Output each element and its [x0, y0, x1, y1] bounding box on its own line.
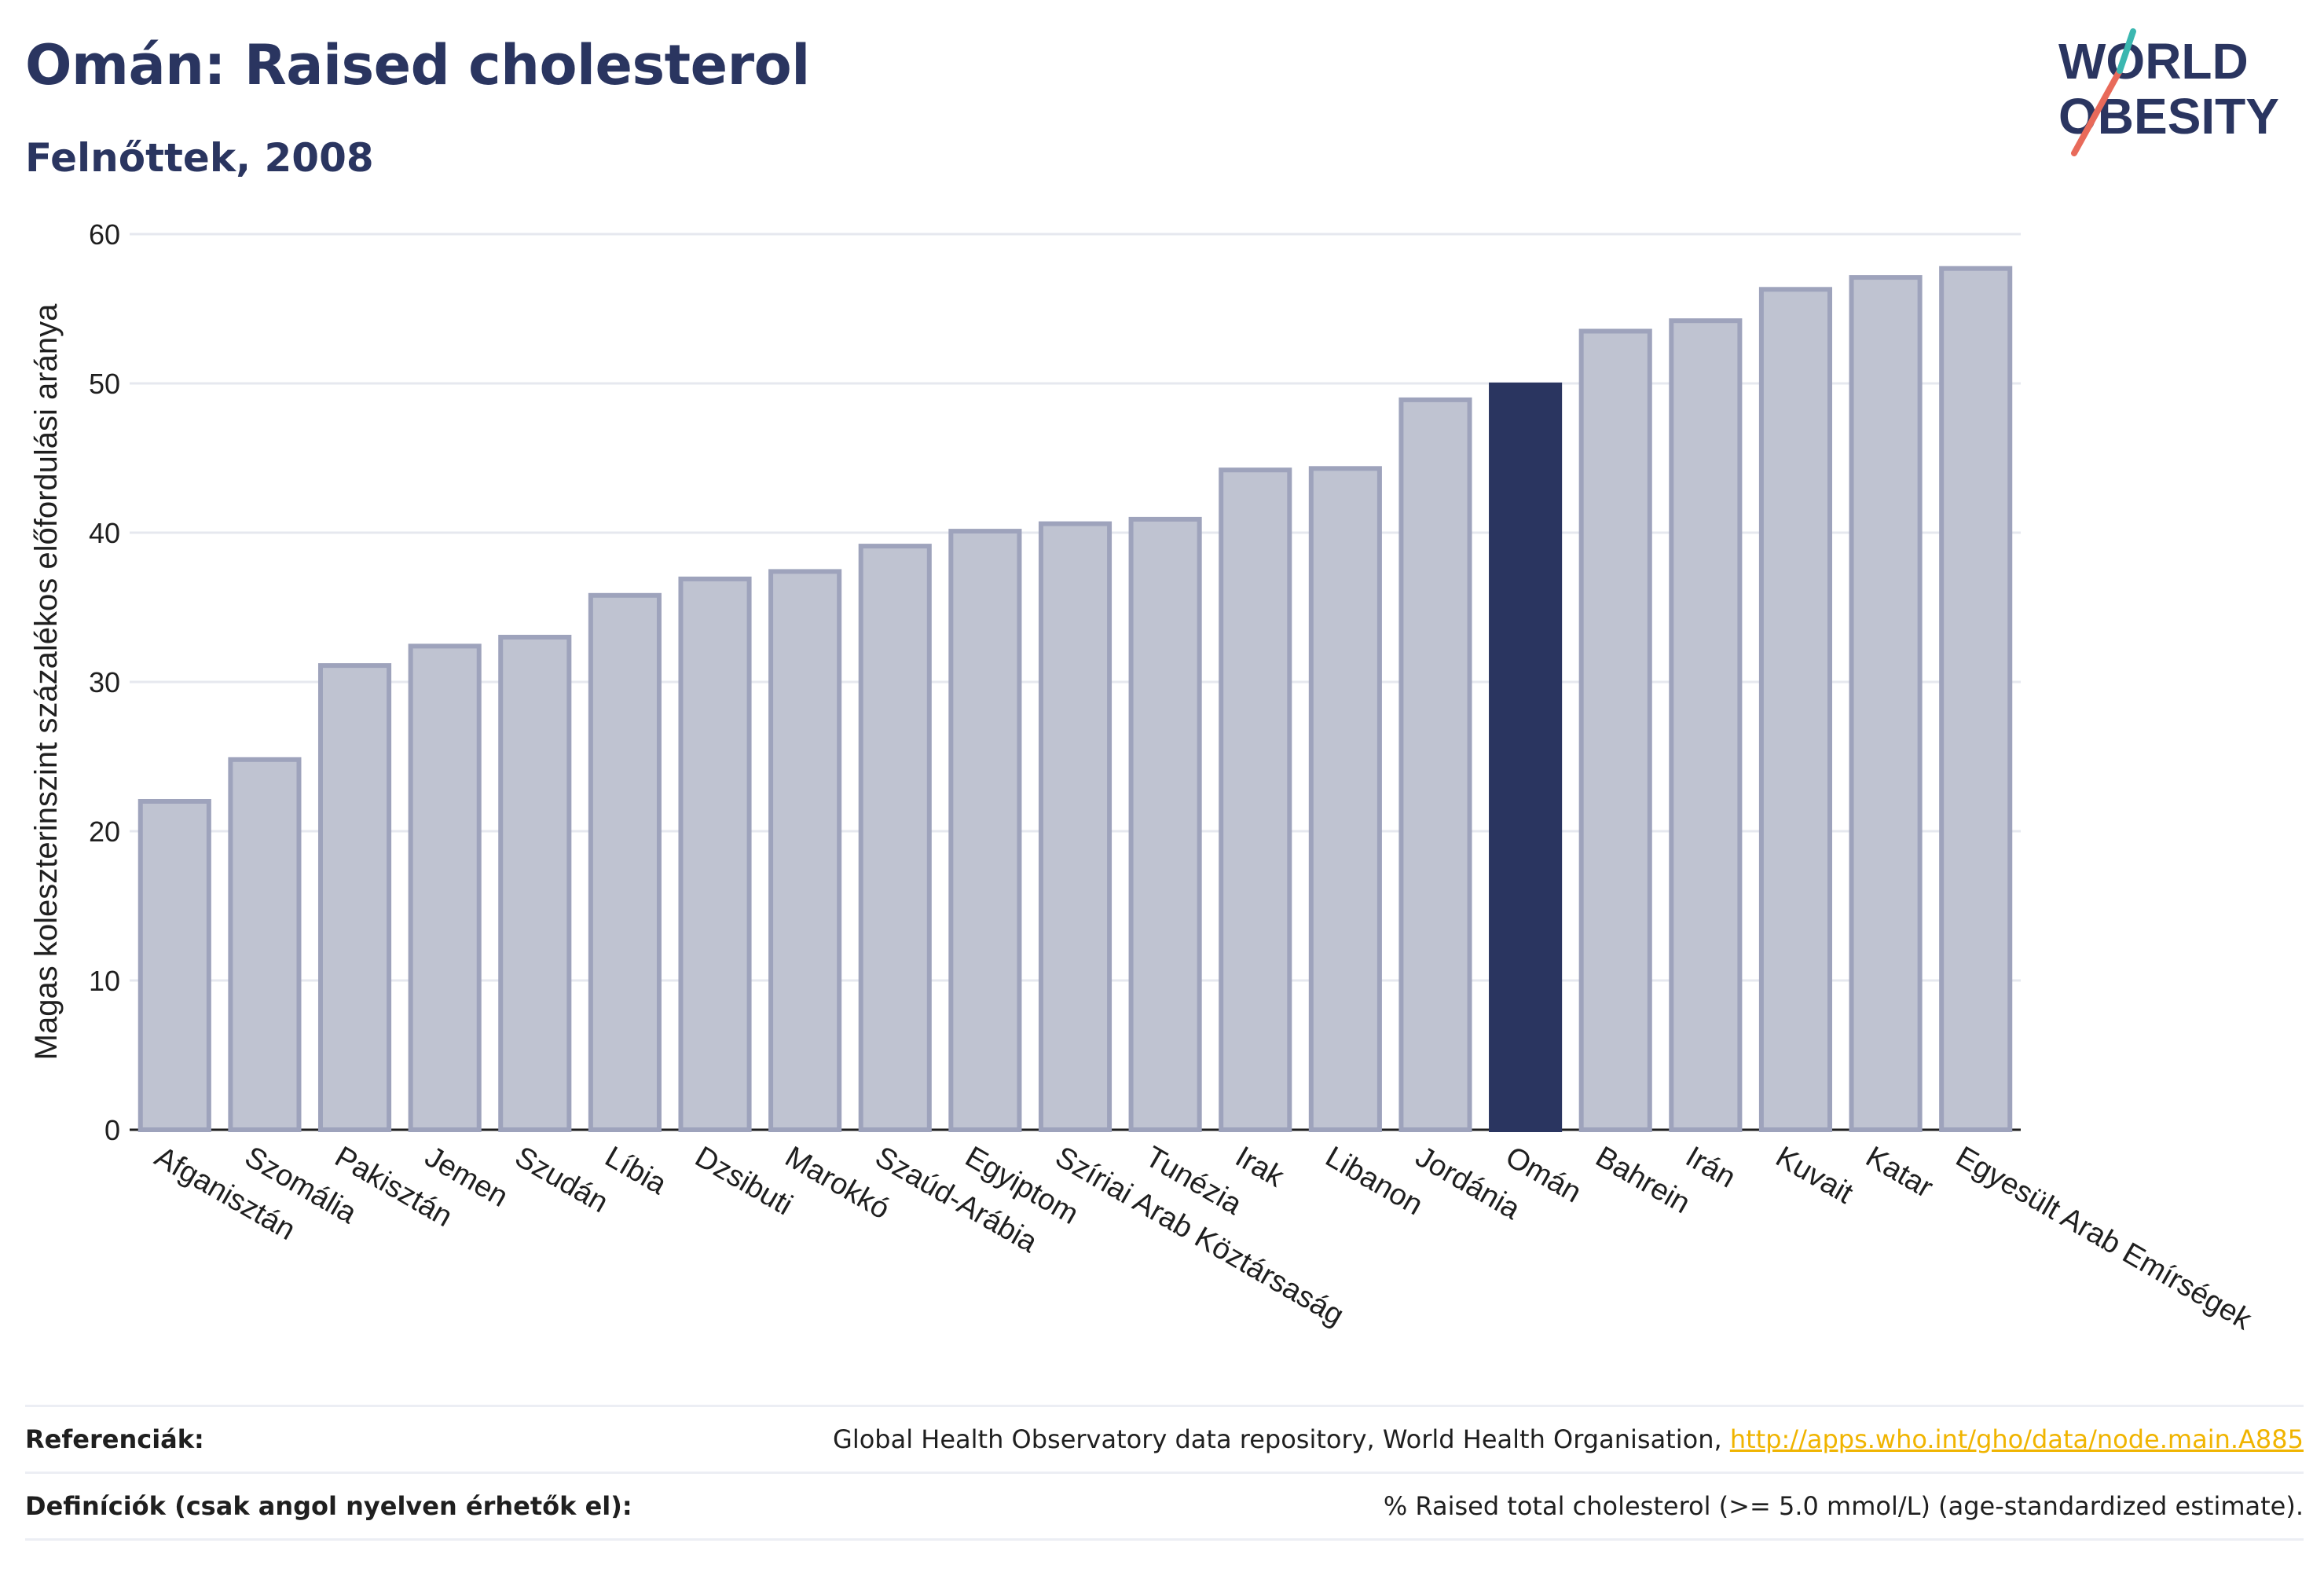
definitions-label: Definíciók (csak angol nyelven érhetők e…	[25, 1491, 632, 1521]
x-tick-label: Katar	[1860, 1140, 1939, 1204]
bars	[137, 266, 2013, 1133]
world-obesity-logo: WORLD OBESITY	[2058, 28, 2279, 156]
bar-19	[1849, 275, 1923, 1133]
bar-0	[137, 799, 211, 1132]
x-tick-label: Irak	[1230, 1140, 1290, 1194]
bar-10	[1038, 521, 1113, 1132]
bar-9	[948, 529, 1022, 1132]
bar-2	[317, 663, 392, 1132]
definition-row: Definíciók (csak angol nyelven érhetők e…	[25, 1472, 2304, 1541]
page-title: Omán: Raised cholesterol	[25, 33, 810, 97]
page-subtitle: Felnőttek, 2008	[25, 135, 374, 181]
x-tick-label: Libanon	[1320, 1140, 1428, 1222]
y-tick-labels: 0 10 20 30 40 50 60	[89, 218, 120, 1146]
bar-18	[1758, 287, 1833, 1132]
bar-5	[588, 592, 662, 1132]
svg-text:WORLD: WORLD	[2058, 33, 2249, 90]
x-tick-label: Szudán	[509, 1140, 614, 1219]
bar-20	[1939, 266, 2013, 1133]
x-tick-label: Dzsibuti	[690, 1140, 798, 1222]
bar-1	[228, 757, 302, 1132]
y-tick-label: 30	[89, 666, 120, 698]
bar-15	[1489, 382, 1563, 1132]
x-tick-label: Irán	[1680, 1140, 1741, 1194]
bar-8	[858, 544, 932, 1132]
x-tick-label: Kuvait	[1770, 1140, 1859, 1210]
y-tick-label: 40	[89, 517, 120, 549]
references-text: Global Health Observatory data repositor…	[833, 1424, 1730, 1454]
y-tick-label: 50	[89, 368, 120, 400]
x-tick-label: Bahrein	[1590, 1140, 1695, 1220]
bar-16	[1578, 328, 1652, 1132]
references-value: Global Health Observatory data repositor…	[833, 1424, 2304, 1454]
definitions-text: % Raised total cholesterol (>= 5.0 mmol/…	[1383, 1491, 2304, 1521]
bar-4	[498, 635, 572, 1132]
reference-row: Referenciák: Global Health Observatory d…	[25, 1405, 2304, 1472]
x-tick-labels: AfganisztánSzomáliaPakisztánJemenSzudánL…	[149, 1140, 2258, 1336]
references-label: Referenciák:	[25, 1424, 204, 1454]
bar-11	[1128, 516, 1202, 1132]
references-table: Referenciák: Global Health Observatory d…	[25, 1405, 2304, 1541]
y-tick-label: 0	[104, 1114, 120, 1146]
bar-14	[1398, 397, 1472, 1132]
bar-chart: 0 10 20 30 40 50 60 AfganisztánSzomáliaPakiszt…	[29, 218, 2258, 1337]
y-tick-label: 10	[89, 965, 120, 997]
bar-7	[768, 569, 842, 1132]
y-axis-label: Magas koleszterinszint százalékos előfor…	[29, 303, 64, 1060]
x-tick-label: Egyesült Arab Emírségek	[1950, 1140, 2257, 1336]
y-tick-label: 20	[89, 815, 120, 848]
y-tick-label: 60	[89, 218, 120, 251]
bar-3	[408, 643, 482, 1132]
bar-13	[1308, 466, 1382, 1132]
bar-17	[1669, 318, 1743, 1133]
references-link[interactable]: http://apps.who.int/gho/data/node.main.A…	[1729, 1424, 2304, 1454]
bar-6	[678, 576, 752, 1132]
bar-12	[1219, 467, 1292, 1132]
